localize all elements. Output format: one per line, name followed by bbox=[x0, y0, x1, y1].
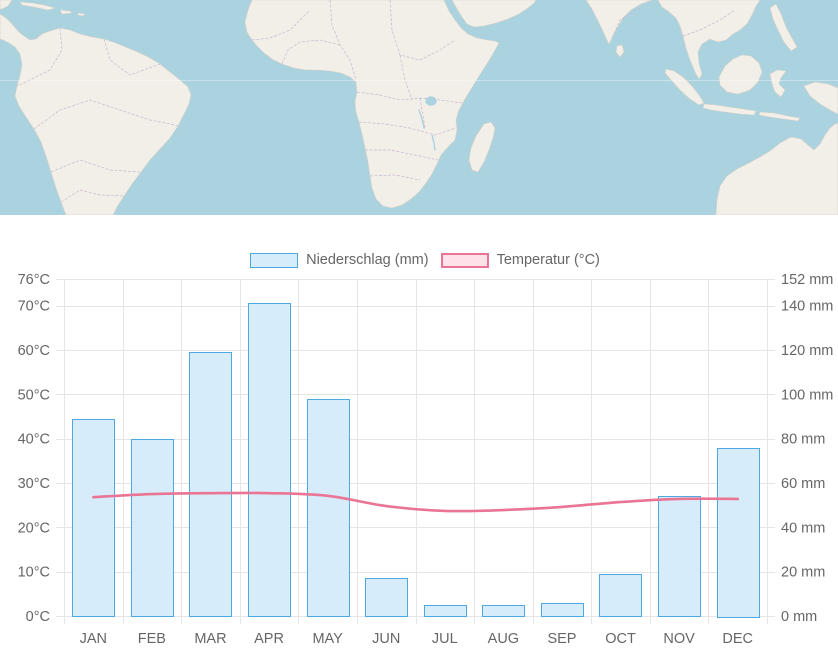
chart-canvas: 0°C 10°C 20°C 30°C 40°C 50°C 60°C 70°C 76°C 0 mm 2… bbox=[18, 272, 834, 647]
y-right-tick-label: 100 mm bbox=[781, 387, 833, 403]
sumatra-landmass bbox=[664, 68, 705, 106]
lake-tanganyika bbox=[418, 109, 425, 129]
y-right-tick-label: 140 mm bbox=[781, 299, 833, 315]
sulawesi-landmass bbox=[769, 69, 787, 98]
borneo-landmass bbox=[718, 54, 763, 95]
southeast-asia-landmass bbox=[657, 0, 761, 80]
y-right-tick-label: 60 mm bbox=[781, 476, 825, 492]
x-tick-label-jan: JAN bbox=[80, 631, 107, 647]
y-right-tick-label: 80 mm bbox=[781, 432, 825, 448]
precipitation-bar-dec[interactable] bbox=[717, 448, 760, 618]
lesser-sunda-islands bbox=[758, 111, 801, 122]
y-left-tick-label: 30°C bbox=[18, 476, 50, 492]
precipitation-bar-may[interactable] bbox=[307, 399, 350, 617]
precipitation-bar-apr[interactable] bbox=[248, 303, 291, 617]
precipitation-bar-nov[interactable] bbox=[658, 496, 701, 617]
y-right-tick-label: 120 mm bbox=[781, 343, 833, 359]
chart-legend: Niederschlag (mm) Temperatur (°C) bbox=[0, 252, 838, 268]
precipitation-bars bbox=[72, 303, 760, 618]
precipitation-bar-oct[interactable] bbox=[599, 574, 642, 617]
legend-swatch-precipitation bbox=[250, 252, 299, 268]
temperature-point-jul[interactable] bbox=[441, 507, 449, 515]
temperature-point-dec[interactable] bbox=[734, 495, 742, 503]
temperature-point-nov[interactable] bbox=[675, 495, 683, 503]
y-left-tick-label: 50°C bbox=[18, 387, 50, 403]
x-tick-label-jul: JUL bbox=[432, 631, 458, 647]
precipitation-bar-jun[interactable] bbox=[365, 578, 408, 617]
lakes bbox=[418, 96, 437, 151]
y-left-tick-label: 40°C bbox=[18, 432, 50, 448]
x-tick-label-oct: OCT bbox=[605, 631, 636, 647]
y-left-tick-label: 76°C bbox=[18, 272, 50, 288]
australia-landmass bbox=[715, 122, 838, 215]
y-right-tick-label: 20 mm bbox=[781, 565, 825, 581]
x-tick-label-nov: NOV bbox=[663, 631, 695, 647]
arabian-peninsula-landmass bbox=[451, 0, 537, 28]
y-left-tick-label: 60°C bbox=[18, 343, 50, 359]
temperature-point-oct[interactable] bbox=[617, 498, 625, 506]
temperature-point-jun[interactable] bbox=[382, 502, 390, 510]
legend-label-precipitation: Niederschlag (mm) bbox=[306, 252, 429, 268]
chart-grid bbox=[56, 279, 775, 624]
south-america-landmass bbox=[0, 13, 192, 215]
legend-item-temperature[interactable]: Temperatur (°C) bbox=[440, 252, 600, 268]
x-tick-label-mar: MAR bbox=[194, 631, 226, 647]
temperature-point-feb[interactable] bbox=[148, 490, 156, 498]
map-tiles bbox=[0, 0, 838, 215]
x-tick-label-may: MAY bbox=[312, 631, 343, 647]
madagascar-landmass bbox=[468, 121, 496, 173]
x-tick-label-jun: JUN bbox=[372, 631, 400, 647]
temperature-point-apr[interactable] bbox=[265, 489, 273, 497]
precipitation-bar-feb[interactable] bbox=[131, 439, 174, 617]
y-right-tick-label: 40 mm bbox=[781, 520, 825, 536]
legend-swatch-temperature bbox=[440, 252, 489, 268]
new-guinea-landmass bbox=[803, 81, 838, 115]
philippines-landmass bbox=[769, 3, 798, 52]
y-right-tick-label: 0 mm bbox=[781, 609, 817, 625]
legend-label-temperature: Temperatur (°C) bbox=[496, 252, 600, 268]
caribbean-islands bbox=[0, 0, 86, 17]
y-left-tick-label: 20°C bbox=[18, 520, 50, 536]
x-tick-label-sep: SEP bbox=[547, 631, 576, 647]
temperature-point-may[interactable] bbox=[324, 492, 332, 500]
world-map[interactable] bbox=[0, 0, 838, 215]
y-left-tick-label: 0°C bbox=[26, 609, 50, 625]
sri-lanka-landmass bbox=[615, 44, 625, 58]
temperature-point-mar[interactable] bbox=[206, 489, 214, 497]
precipitation-bar-sep[interactable] bbox=[541, 603, 584, 617]
precipitation-bar-jul[interactable] bbox=[424, 605, 467, 617]
temperature-point-sep[interactable] bbox=[558, 503, 566, 511]
precipitation-bar-mar[interactable] bbox=[189, 352, 232, 617]
java-landmass bbox=[702, 103, 757, 116]
y-left-tick-label: 10°C bbox=[18, 565, 50, 581]
africa-landmass bbox=[244, 0, 500, 209]
x-tick-label-feb: FEB bbox=[138, 631, 166, 647]
x-tick-label-dec: DEC bbox=[722, 631, 753, 647]
x-tick-label-apr: APR bbox=[254, 631, 284, 647]
lake-malawi bbox=[431, 134, 436, 151]
y-left-tick-label: 70°C bbox=[18, 299, 50, 315]
climate-chart: Niederschlag (mm) Temperatur (°C) 0°C 10°… bbox=[0, 215, 838, 660]
legend-item-precipitation[interactable]: Niederschlag (mm) bbox=[250, 252, 429, 268]
temperature-point-jan[interactable] bbox=[89, 493, 97, 501]
axis-labels: 0°C 10°C 20°C 30°C 40°C 50°C 60°C 70°C 76°C 0 mm 2… bbox=[18, 272, 834, 647]
y-right-tick-label: 152 mm bbox=[781, 272, 833, 288]
x-tick-label-aug: AUG bbox=[488, 631, 519, 647]
precipitation-bar-jan[interactable] bbox=[72, 419, 115, 617]
temperature-point-aug[interactable] bbox=[499, 506, 507, 514]
precipitation-bar-aug[interactable] bbox=[482, 605, 525, 617]
lake-victoria bbox=[425, 96, 437, 106]
temperature-line bbox=[91, 491, 740, 513]
country-borders bbox=[16, 0, 736, 203]
